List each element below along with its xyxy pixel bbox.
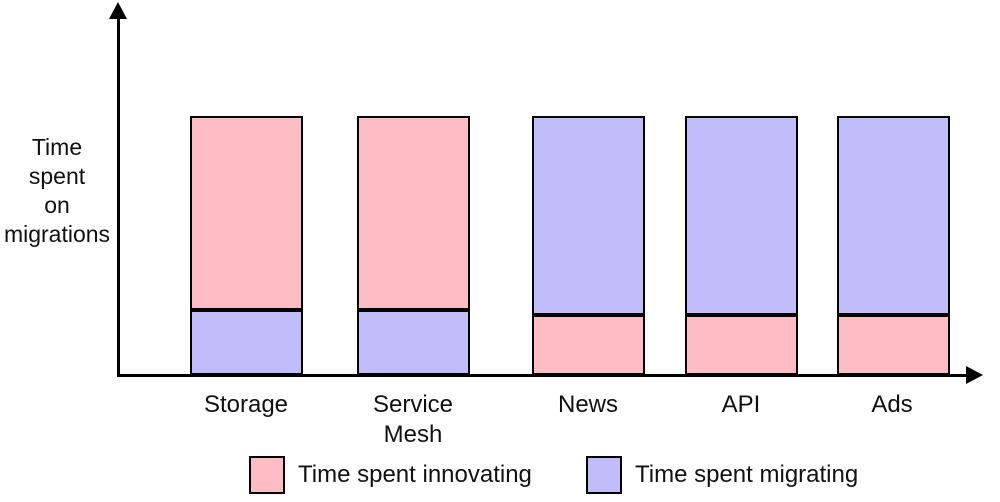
category-label-storage: Storage xyxy=(203,391,289,418)
bar-segment xyxy=(837,315,950,375)
bar-segment xyxy=(685,315,798,375)
legend-label-innovating: Time spent innovating xyxy=(298,461,532,488)
legend-item-migrating: Time spent migrating xyxy=(586,456,858,494)
bar-segment xyxy=(532,116,645,315)
y-axis-line xyxy=(117,12,120,377)
bar-segment xyxy=(357,310,470,375)
y-axis-arrow-icon xyxy=(109,2,127,19)
category-label-service-mesh: Service Mesh xyxy=(372,391,454,448)
category-label-ads: Ads xyxy=(871,391,913,418)
legend-swatch-migrating-icon xyxy=(586,456,622,494)
legend-label-migrating: Time spent migrating xyxy=(635,461,859,488)
bar-segment xyxy=(532,315,645,375)
x-axis-arrow-icon xyxy=(966,366,983,384)
category-label-api: API xyxy=(721,391,761,418)
bar-segment xyxy=(190,116,303,310)
bar-segment xyxy=(190,310,303,375)
legend-swatch-innovating-icon xyxy=(249,456,285,494)
category-label-news: News xyxy=(557,391,618,418)
legend-item-innovating: Time spent innovating xyxy=(249,456,532,494)
bar-segment xyxy=(357,116,470,310)
y-axis-label: Time spent on migrations xyxy=(3,134,111,247)
x-axis-line xyxy=(117,374,970,377)
bar-segment xyxy=(837,116,950,315)
bar-segment xyxy=(685,116,798,315)
